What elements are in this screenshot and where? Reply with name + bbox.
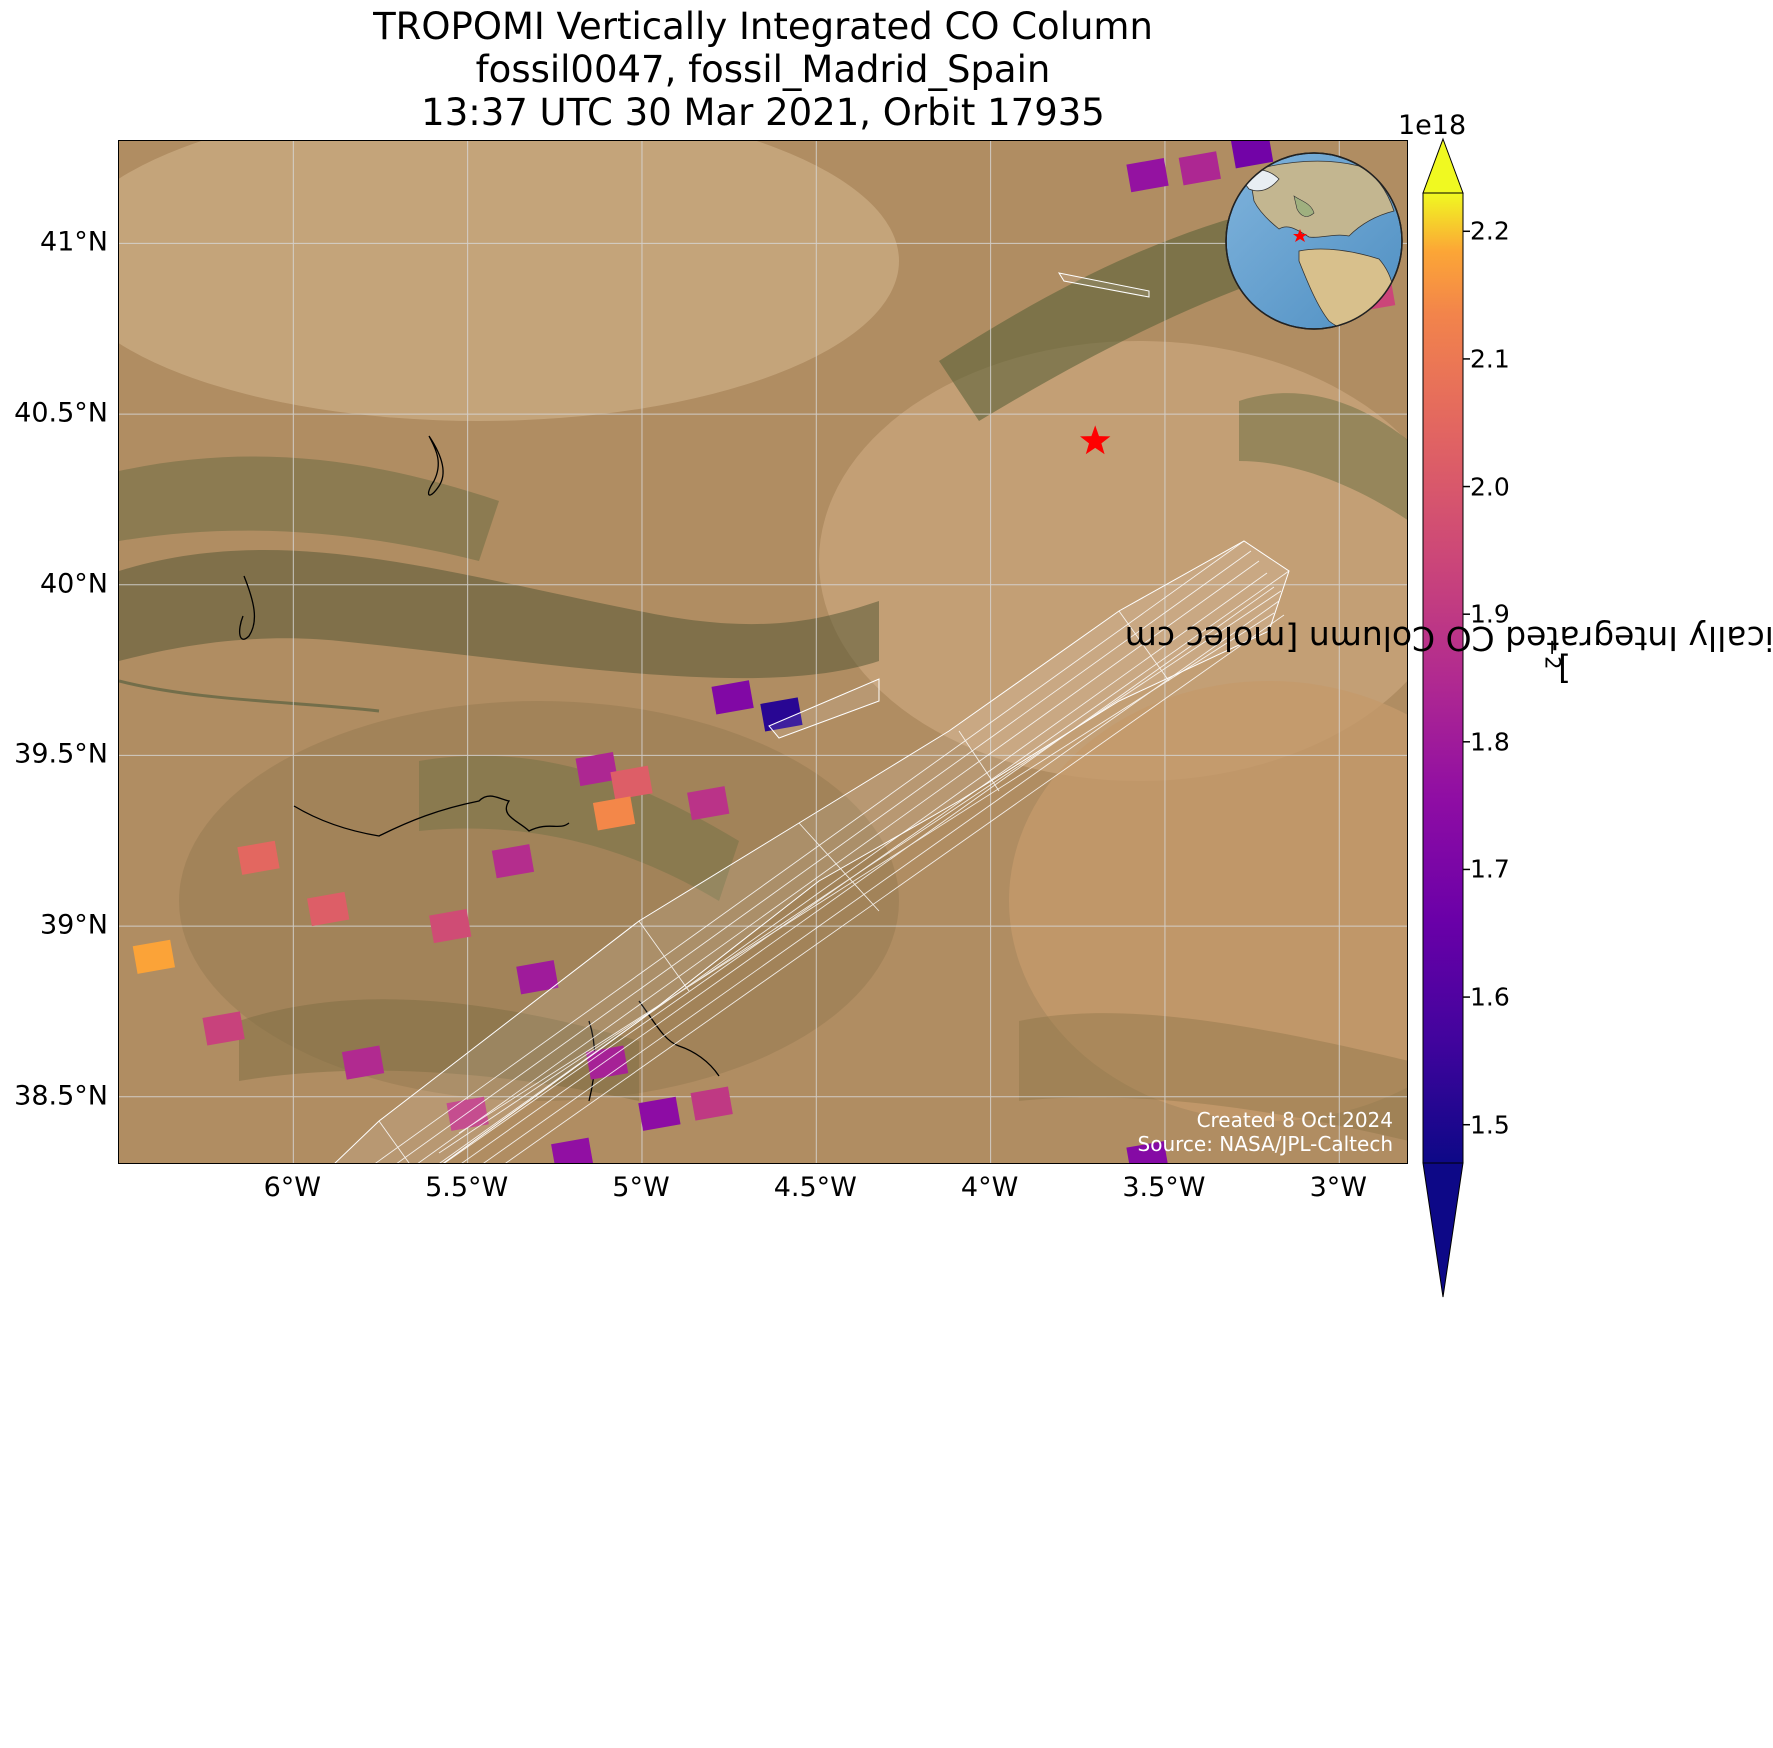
map-canvas[interactable] bbox=[119, 141, 1408, 1164]
co-retrieval-pixel bbox=[132, 939, 176, 974]
lon-tick-label: 6°W bbox=[263, 1172, 321, 1203]
co-retrieval-pixel bbox=[592, 796, 636, 831]
colorbar-tick-label: 1.6 bbox=[1470, 982, 1510, 1012]
target-star-marker bbox=[1080, 425, 1111, 455]
colorbar-ticks bbox=[1463, 230, 1470, 1126]
lat-tick-label: 39°N bbox=[39, 909, 108, 941]
co-retrieval-pixel bbox=[711, 680, 754, 715]
created-date-credit: Created 8 Oct 2024 bbox=[1196, 1108, 1393, 1132]
colorbar-tick-label: 1.8 bbox=[1470, 727, 1510, 757]
lon-tick-label: 3°W bbox=[1309, 1172, 1367, 1203]
colorbar-tick-label: 2.0 bbox=[1470, 472, 1510, 502]
co-retrieval-pixel bbox=[551, 1137, 594, 1163]
chart-title-line-3: 13:37 UTC 30 Mar 2021, Orbit 17935 bbox=[421, 91, 1105, 134]
chart-title-line-2: fossil0047, fossil_Madrid_Spain bbox=[475, 48, 1051, 91]
co-retrieval-pixel bbox=[491, 844, 535, 879]
colorbar-tick-label: 2.2 bbox=[1470, 216, 1510, 246]
lat-tick-label: 39.5°N bbox=[14, 738, 108, 770]
co-retrieval-pixel bbox=[610, 765, 653, 800]
colorbar-tick-label: 1.7 bbox=[1470, 854, 1510, 884]
co-retrieval-pixel bbox=[237, 840, 280, 875]
colorbar-gradient bbox=[1422, 192, 1464, 1164]
co-retrieval-pixel bbox=[1178, 151, 1221, 186]
lon-tick-label: 5°W bbox=[612, 1172, 670, 1203]
co-retrieval-pixel bbox=[1230, 141, 1274, 169]
swath-grid-lines bbox=[375, 540, 1290, 1163]
lon-tick-label: 4.5°W bbox=[773, 1172, 857, 1203]
source-credit: Source: NASA/JPL-Caltech bbox=[1137, 1132, 1393, 1156]
colorbar-tick-label: 2.1 bbox=[1470, 344, 1510, 374]
lon-tick-label: 5.5°W bbox=[425, 1172, 509, 1203]
co-pixel-layer bbox=[132, 141, 1396, 1163]
co-retrieval-pixel bbox=[1126, 1141, 1169, 1163]
map-panel[interactable] bbox=[118, 140, 1408, 1164]
colorbar-exponent-label: 1e18 bbox=[1398, 110, 1467, 141]
co-retrieval-pixel bbox=[687, 786, 730, 821]
co-retrieval-pixel bbox=[307, 891, 350, 927]
lat-tick-label: 40.5°N bbox=[14, 397, 108, 429]
lon-tick-label: 4°W bbox=[960, 1172, 1019, 1203]
co-retrieval-pixel bbox=[575, 751, 618, 787]
colorbar bbox=[1422, 137, 1470, 1298]
co-retrieval-pixel bbox=[516, 960, 559, 995]
colorbar-extend-top bbox=[1422, 137, 1464, 194]
lon-tick-label: 3.5°W bbox=[1122, 1172, 1206, 1203]
map-gridlines bbox=[119, 141, 1407, 1163]
swath-outline bbox=[334, 272, 1290, 1163]
lat-tick-label: 38.5°N bbox=[14, 1080, 108, 1112]
co-retrieval-pixel bbox=[1126, 158, 1169, 193]
globe-star-icon bbox=[1293, 229, 1307, 242]
co-retrieval-pixel bbox=[585, 1045, 629, 1080]
co-retrieval-pixel bbox=[760, 697, 803, 732]
chart-title-line-1: TROPOMI Vertically Integrated CO Column bbox=[373, 5, 1153, 48]
colorbar-tick-label: 1.5 bbox=[1470, 1110, 1510, 1140]
colorbar-extend-bottom bbox=[1422, 1162, 1464, 1298]
co-retrieval-pixel bbox=[202, 1011, 245, 1046]
colorbar-tick-label: 1.9 bbox=[1470, 599, 1510, 629]
lat-tick-label: 40°N bbox=[39, 568, 108, 600]
co-retrieval-pixel bbox=[341, 1045, 385, 1080]
lat-tick-label: 41°N bbox=[39, 226, 108, 258]
co-retrieval-pixel bbox=[690, 1086, 733, 1121]
red-star-icon bbox=[1080, 425, 1111, 455]
co-retrieval-pixel bbox=[429, 908, 472, 944]
co-retrieval-pixel bbox=[638, 1096, 681, 1131]
